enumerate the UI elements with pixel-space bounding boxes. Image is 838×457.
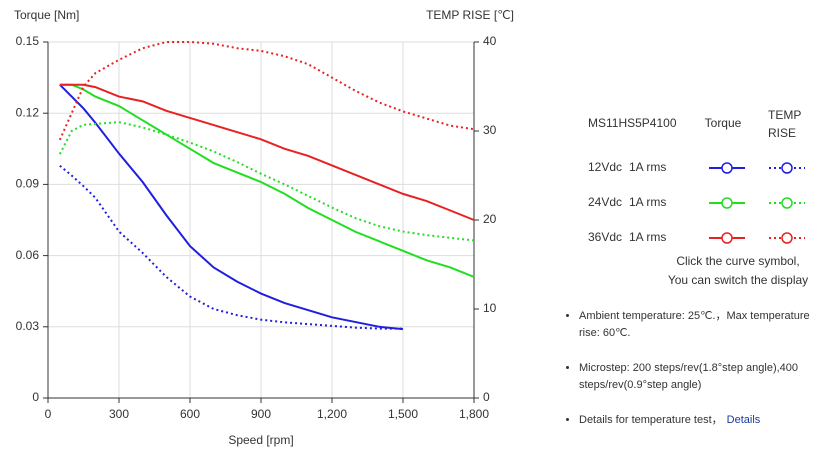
legend-symbol[interactable] [769, 232, 805, 244]
series-line [58, 121, 475, 242]
legend-voltage: 36Vdc [588, 230, 622, 244]
y-tick-label: 0 [32, 390, 39, 404]
y-tick-label: 0.15 [16, 34, 40, 48]
series-line [59, 84, 404, 331]
note: Details for temperature test，Details [579, 412, 829, 429]
x-tick-label: 1,800 [459, 407, 489, 421]
legend-marker [781, 232, 793, 244]
y2-tick-label: 10 [483, 301, 497, 315]
y2-axis-title: TEMP RISE [℃] [426, 8, 514, 22]
x-tick-label: 300 [109, 407, 129, 421]
series-line [59, 83, 475, 221]
y2-tick-label: 0 [483, 390, 490, 404]
legend-marker [721, 232, 733, 244]
legend-symbol[interactable] [709, 197, 745, 209]
series-line [58, 41, 475, 141]
y2-tick-label: 20 [483, 212, 497, 226]
legend-marker [721, 162, 733, 174]
notes: Ambient temperature: 25℃.，Max temperatur… [565, 308, 829, 447]
legend-symbol[interactable] [769, 197, 805, 209]
y-axis-title: Torque [Nm] [14, 8, 79, 22]
details-link[interactable]: Details [726, 414, 761, 426]
legend-model: MS11HS5P4100 [588, 116, 677, 130]
x-tick-label: 1,200 [317, 407, 347, 421]
legend-symbol[interactable] [709, 162, 745, 174]
x-axis-title: Speed [rpm] [228, 433, 293, 447]
legend-torque: Torque [705, 116, 742, 130]
y-tick-label: 0.03 [16, 319, 40, 333]
note-text: Microstep: 200 steps/rev(1.8°step angle)… [579, 362, 799, 391]
legend-hint: You can switch the display [668, 273, 808, 287]
legend-symbol[interactable] [769, 162, 805, 174]
legend-marker [781, 197, 793, 209]
legend-current: 1A rms [629, 160, 666, 174]
y2-tick-label: 40 [483, 34, 497, 48]
legend-current: 1A rms [629, 230, 666, 244]
series-line [59, 83, 475, 278]
legend-voltage: 12Vdc [588, 160, 622, 174]
legend-voltage: 24Vdc [588, 195, 622, 209]
x-tick-label: 1,500 [388, 407, 418, 421]
x-tick-label: 0 [45, 407, 52, 421]
x-tick-label: 900 [251, 407, 271, 421]
note-text: Ambient temperature: 25℃.，Max temperatur… [579, 310, 810, 339]
legend-current: 1A rms [629, 195, 666, 209]
legend-marker [721, 197, 733, 209]
legend-hint: Click the curve symbol, [676, 254, 799, 268]
y-tick-label: 0.09 [16, 177, 40, 191]
legend-symbol[interactable] [709, 232, 745, 244]
x-tick-label: 600 [180, 407, 200, 421]
note: Ambient temperature: 25℃.，Max temperatur… [579, 308, 829, 342]
y-tick-label: 0.06 [16, 248, 40, 262]
series-line [59, 164, 403, 330]
note-text: Details for temperature test， [579, 414, 723, 426]
y2-tick-label: 30 [483, 123, 497, 137]
y-tick-label: 0.12 [16, 105, 40, 119]
note: Microstep: 200 steps/rev(1.8°step angle)… [579, 360, 829, 394]
legend-marker [781, 162, 793, 174]
legend-temp: TEMP RISE [768, 108, 801, 140]
